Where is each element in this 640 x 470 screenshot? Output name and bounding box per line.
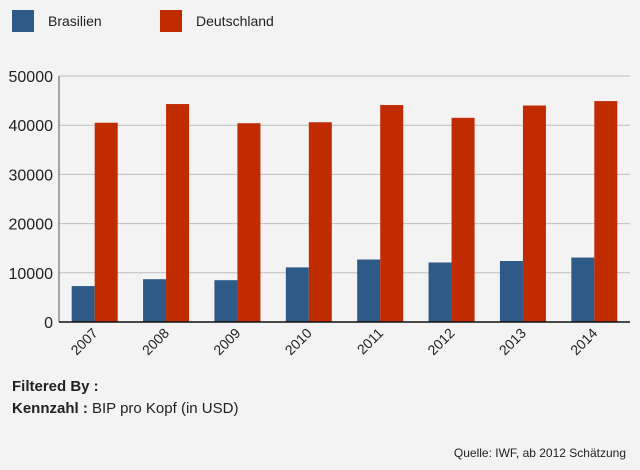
bar-brasilien-2007	[71, 286, 95, 322]
bar-brasilien-2010	[285, 267, 309, 322]
bar-brasilien-2014	[571, 257, 595, 322]
x-tick-label: 2011	[354, 325, 387, 358]
bar-deutschland-2012	[451, 117, 475, 322]
legend-swatch	[12, 10, 34, 32]
y-tick-label: 40000	[9, 118, 54, 135]
y-tick-label: 50000	[9, 69, 54, 86]
x-tick-label: 2012	[424, 325, 457, 358]
legend-label: Brasilien	[48, 13, 102, 29]
x-tick-label: 2014	[567, 325, 600, 358]
bar-brasilien-2013	[499, 260, 523, 322]
filter-value: BIP pro Kopf (in USD)	[87, 400, 239, 417]
bar-brasilien-2012	[428, 262, 452, 322]
bar-deutschland-2011	[380, 105, 404, 322]
legend-swatch	[160, 10, 182, 32]
bar-deutschland-2007	[94, 122, 118, 323]
bar-brasilien-2009	[214, 280, 238, 322]
bar-brasilien-2011	[357, 259, 381, 322]
bar-deutschland-2009	[237, 123, 261, 323]
y-tick-label: 10000	[9, 266, 54, 283]
filter-key: Kennzahl :	[12, 400, 88, 417]
x-tick-label: 2013	[496, 325, 529, 358]
bar-brasilien-2008	[143, 279, 167, 322]
filter-heading: Filtered By :	[12, 378, 99, 395]
bar-deutschland-2008	[166, 104, 190, 322]
source-note: Quelle: IWF, ab 2012 Schätzung	[453, 446, 626, 460]
y-tick-label: 20000	[9, 217, 54, 234]
filter-line: Kennzahl : BIP pro Kopf (in USD)	[12, 400, 238, 417]
y-tick-label: 0	[44, 315, 53, 332]
bar-deutschland-2014	[594, 101, 618, 322]
legend-label: Deutschland	[196, 13, 274, 29]
bar-chart: 0 10000 20000 30000 40000 50000 2007 2008 2009 20…	[9, 69, 630, 358]
bar-deutschland-2010	[308, 122, 332, 322]
x-tick-label: 2009	[210, 325, 243, 358]
legend-item-brasilien: Brasilien	[12, 10, 102, 32]
y-tick-label: 30000	[9, 167, 54, 184]
bar-deutschland-2013	[522, 105, 546, 323]
x-tick-label: 2008	[139, 325, 172, 358]
x-tick-label: 2010	[282, 325, 315, 358]
x-tick-label: 2007	[67, 325, 100, 358]
legend-item-deutschland: Deutschland	[160, 10, 274, 32]
